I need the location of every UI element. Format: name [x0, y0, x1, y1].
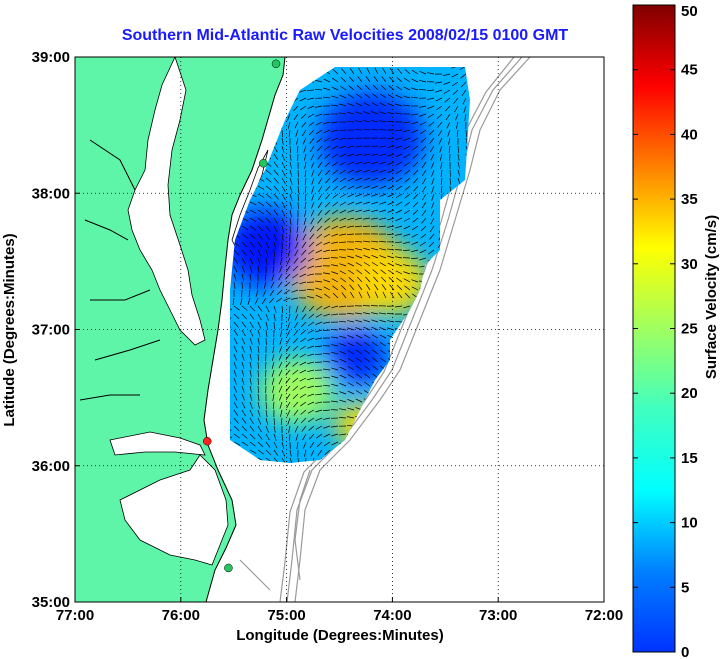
colorbar-tick-label-7: 35: [681, 191, 698, 208]
colorbar-tick-label-5: 25: [681, 321, 698, 338]
station-marker-2: [203, 436, 212, 446]
colorbar-tick-label-2: 10: [681, 515, 698, 532]
y-tick-label-3: 38:00: [32, 185, 70, 202]
velocity-region-5: [230, 209, 308, 286]
velocity-region-4: [323, 328, 388, 386]
x-tick-label-5: 72:00: [585, 607, 623, 624]
x-axis-label: Longitude (Degrees:Minutes): [236, 627, 444, 644]
colorbar-label: Surface Velocity (cm/s): [703, 215, 720, 379]
colorbar: [632, 4, 676, 653]
y-axis-ticks: 35:00 36:00 37:00 38:00 39:00: [32, 49, 80, 611]
y-tick-label-1: 36:00: [32, 458, 70, 475]
x-tick-label-1: 76:00: [162, 607, 200, 624]
x-tick-label-4: 73:00: [479, 607, 517, 624]
colorbar-tick-label-6: 30: [681, 256, 698, 273]
colorbar-tick-label-8: 40: [681, 126, 698, 143]
y-tick-label-2: 37:00: [32, 322, 70, 339]
colorbar-ticks: 0 5 10 15 20 25 30 35 40 45 50: [633, 3, 698, 659]
y-axis-label: Latitude (Degrees:Minutes): [1, 233, 18, 426]
station-marker-3: [224, 563, 233, 573]
radar-stations: [203, 59, 281, 573]
albemarle-sound: [109, 431, 206, 456]
colorbar-tick-label-4: 20: [681, 385, 698, 402]
x-tick-label-2: 75:00: [267, 607, 305, 624]
pamlico-sound: [119, 454, 229, 566]
x-tick-label-0: 77:00: [56, 607, 94, 624]
colorbar-tick-label-1: 5: [681, 579, 689, 596]
velocity-region-3: [260, 357, 335, 425]
chesapeake-bay: [127, 57, 206, 346]
colorbar-tick-label-0: 0: [681, 644, 689, 659]
station-marker-0: [271, 59, 281, 69]
grid-lines: [75, 57, 604, 602]
colorbar-tick-label-3: 15: [681, 450, 698, 467]
coastline: [79, 57, 286, 602]
y-tick-label-0: 35:00: [32, 594, 70, 611]
x-axis-ticks: 77:00 76:00 75:00 74:00 73:00 72:00: [56, 597, 623, 624]
colorbar-tick-label-9: 45: [681, 62, 698, 79]
y-tick-label-4: 39:00: [32, 49, 70, 66]
station-marker-1: [259, 159, 268, 168]
chart-title: Southern Mid-Atlantic Raw Velocities 200…: [122, 27, 569, 44]
colorbar-tick-label-10: 50: [681, 3, 698, 20]
x-tick-label-3: 74:00: [373, 607, 411, 624]
